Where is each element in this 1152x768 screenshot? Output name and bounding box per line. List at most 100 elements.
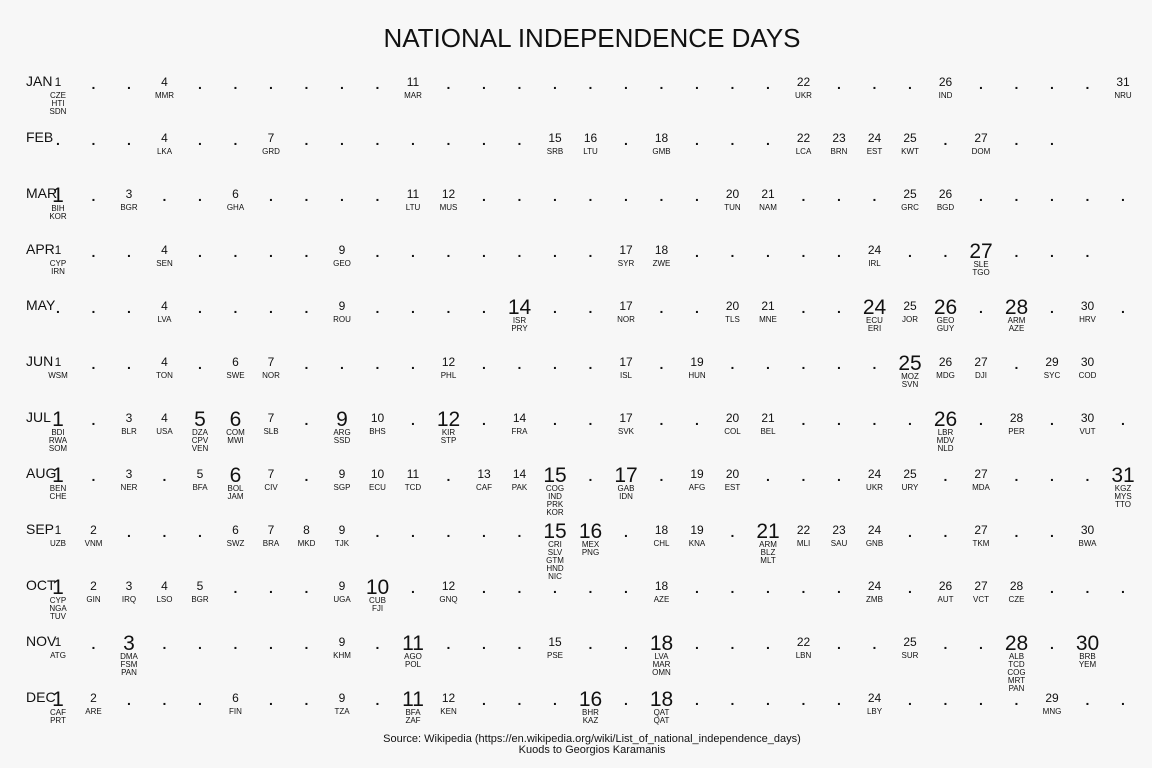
country-code: ARE — [85, 707, 101, 716]
country-code: BLR — [121, 427, 137, 436]
day-number: 20 — [726, 299, 740, 313]
country-code: LBR — [938, 428, 954, 437]
empty-day-dot: . — [1121, 188, 1125, 204]
country-code: TCD — [405, 483, 422, 492]
empty-day-dot: . — [837, 188, 841, 204]
empty-day-dot: . — [873, 636, 877, 652]
empty-day-dot: . — [660, 300, 664, 316]
empty-day-dot: . — [837, 636, 841, 652]
country-code: GUY — [937, 324, 955, 333]
country-code: LSO — [156, 595, 172, 604]
country-code: OMN — [652, 668, 671, 677]
empty-day-dot: . — [553, 76, 557, 92]
day-number: 9 — [339, 299, 346, 313]
empty-day-dot: . — [269, 636, 273, 652]
empty-day-dot: . — [305, 692, 309, 708]
empty-day-dot: . — [837, 468, 841, 484]
country-code: UKR — [866, 483, 883, 492]
day-number: 27 — [969, 240, 992, 263]
empty-day-dot: . — [908, 244, 912, 260]
month-label: JUN — [26, 353, 53, 369]
empty-day-dot: . — [553, 580, 557, 596]
empty-day-dot: . — [127, 76, 131, 92]
empty-day-dot: . — [802, 412, 806, 428]
day-number: 15 — [543, 464, 566, 487]
country-code: ARG — [333, 428, 350, 437]
day-number: 20 — [726, 187, 740, 201]
empty-day-dot: . — [695, 692, 699, 708]
empty-day-dot: . — [447, 636, 451, 652]
empty-day-dot: . — [127, 300, 131, 316]
day-number: 12 — [442, 579, 456, 593]
empty-day-dot: . — [553, 244, 557, 260]
empty-day-dot: . — [837, 244, 841, 260]
country-code: MLT — [760, 556, 776, 565]
country-code: UZB — [50, 539, 66, 548]
day-number: 12 — [437, 408, 460, 431]
day-number: 18 — [655, 523, 669, 537]
day-number: 26 — [939, 579, 953, 593]
day-number: 22 — [797, 523, 811, 537]
empty-day-dot: . — [340, 76, 344, 92]
empty-day-dot: . — [802, 692, 806, 708]
day-number: 27 — [974, 579, 988, 593]
country-code: MNE — [759, 315, 777, 324]
country-code: AFG — [689, 483, 705, 492]
day-number: 3 — [126, 187, 133, 201]
empty-day-dot: . — [766, 76, 770, 92]
empty-day-dot: . — [553, 692, 557, 708]
country-code: CPV — [192, 436, 209, 445]
empty-day-dot: . — [376, 188, 380, 204]
empty-day-dot: . — [127, 692, 131, 708]
empty-day-dot: . — [1121, 412, 1125, 428]
country-code: CZE — [50, 91, 66, 100]
empty-day-dot: . — [340, 188, 344, 204]
empty-day-dot: . — [376, 636, 380, 652]
month-label: MAR — [26, 185, 57, 201]
country-code: BWA — [1079, 539, 1098, 548]
country-code: BDI — [51, 428, 64, 437]
country-code: ATG — [50, 651, 66, 660]
day-number: 30 — [1081, 411, 1095, 425]
empty-day-dot: . — [944, 524, 948, 540]
empty-day-dot: . — [731, 132, 735, 148]
empty-day-dot: . — [802, 244, 806, 260]
day-number: 1 — [52, 576, 64, 599]
empty-day-dot: . — [589, 188, 593, 204]
empty-day-dot: . — [518, 580, 522, 596]
country-code: CIV — [264, 483, 278, 492]
month-label: JAN — [26, 73, 52, 89]
day-number: 30 — [1076, 632, 1099, 655]
empty-day-dot: . — [447, 244, 451, 260]
day-number: 3 — [126, 467, 133, 481]
empty-day-dot: . — [269, 300, 273, 316]
country-code: NLD — [937, 444, 953, 453]
day-number: 4 — [161, 299, 168, 313]
country-code: KOR — [546, 508, 564, 517]
country-code: TCD — [1008, 660, 1025, 669]
empty-day-dot: . — [695, 300, 699, 316]
empty-day-dot: . — [624, 188, 628, 204]
country-code: HRV — [1079, 315, 1096, 324]
day-number: 21 — [756, 520, 779, 543]
empty-day-dot: . — [234, 580, 238, 596]
empty-day-dot: . — [660, 412, 664, 428]
country-code: BHR — [582, 708, 599, 717]
empty-day-dot: . — [766, 580, 770, 596]
country-code: MAR — [404, 91, 422, 100]
country-code: BLZ — [761, 548, 776, 557]
empty-day-dot: . — [376, 132, 380, 148]
caption-credit: Kuods to Georgios Karamanis — [519, 744, 666, 756]
empty-day-dot: . — [269, 580, 273, 596]
country-code: ARM — [1008, 316, 1026, 325]
day-number: 16 — [584, 131, 598, 145]
country-code: NRU — [1114, 91, 1132, 100]
country-code: KAZ — [583, 716, 599, 725]
day-number: 31 — [1111, 464, 1134, 487]
country-code: NIC — [548, 572, 562, 581]
empty-day-dot: . — [411, 580, 415, 596]
empty-day-dot: . — [624, 132, 628, 148]
country-code: YEM — [1079, 660, 1097, 669]
day-number: 28 — [1005, 632, 1028, 655]
country-code: LVA — [158, 315, 173, 324]
